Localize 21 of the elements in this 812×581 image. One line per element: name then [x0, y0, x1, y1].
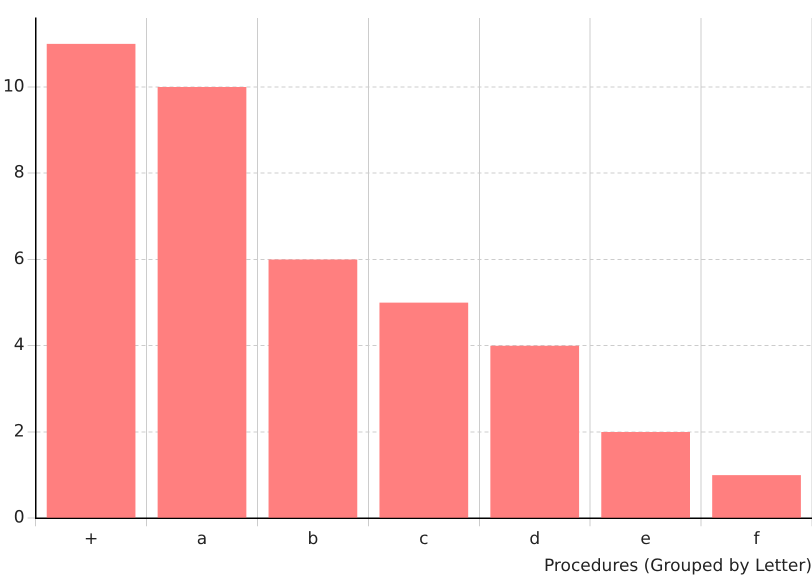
y-tick-label: 2 [14, 421, 25, 442]
y-tick-label: 10 [2, 76, 25, 96]
y-tick-label: 8 [14, 162, 25, 183]
x-axis-title: Procedures (Grouped by Letter) [544, 556, 812, 576]
y-tick-label: 4 [14, 335, 25, 356]
x-tick-label: d [529, 528, 540, 549]
bar [379, 302, 468, 518]
bar [490, 346, 580, 518]
bar [712, 475, 801, 518]
y-tick-label: 0 [14, 508, 25, 528]
x-tick-label: f [754, 528, 761, 549]
x-tick-label: b [308, 528, 318, 549]
bar [46, 44, 136, 518]
x-tick-label: c [419, 528, 428, 549]
bar [268, 259, 358, 518]
x-tick-label: a [196, 528, 208, 549]
y-tick-label: 6 [14, 248, 25, 269]
x-tick-label: + [84, 528, 98, 549]
bar [601, 432, 690, 518]
x-tick-label: e [640, 528, 651, 549]
bar [158, 86, 246, 518]
